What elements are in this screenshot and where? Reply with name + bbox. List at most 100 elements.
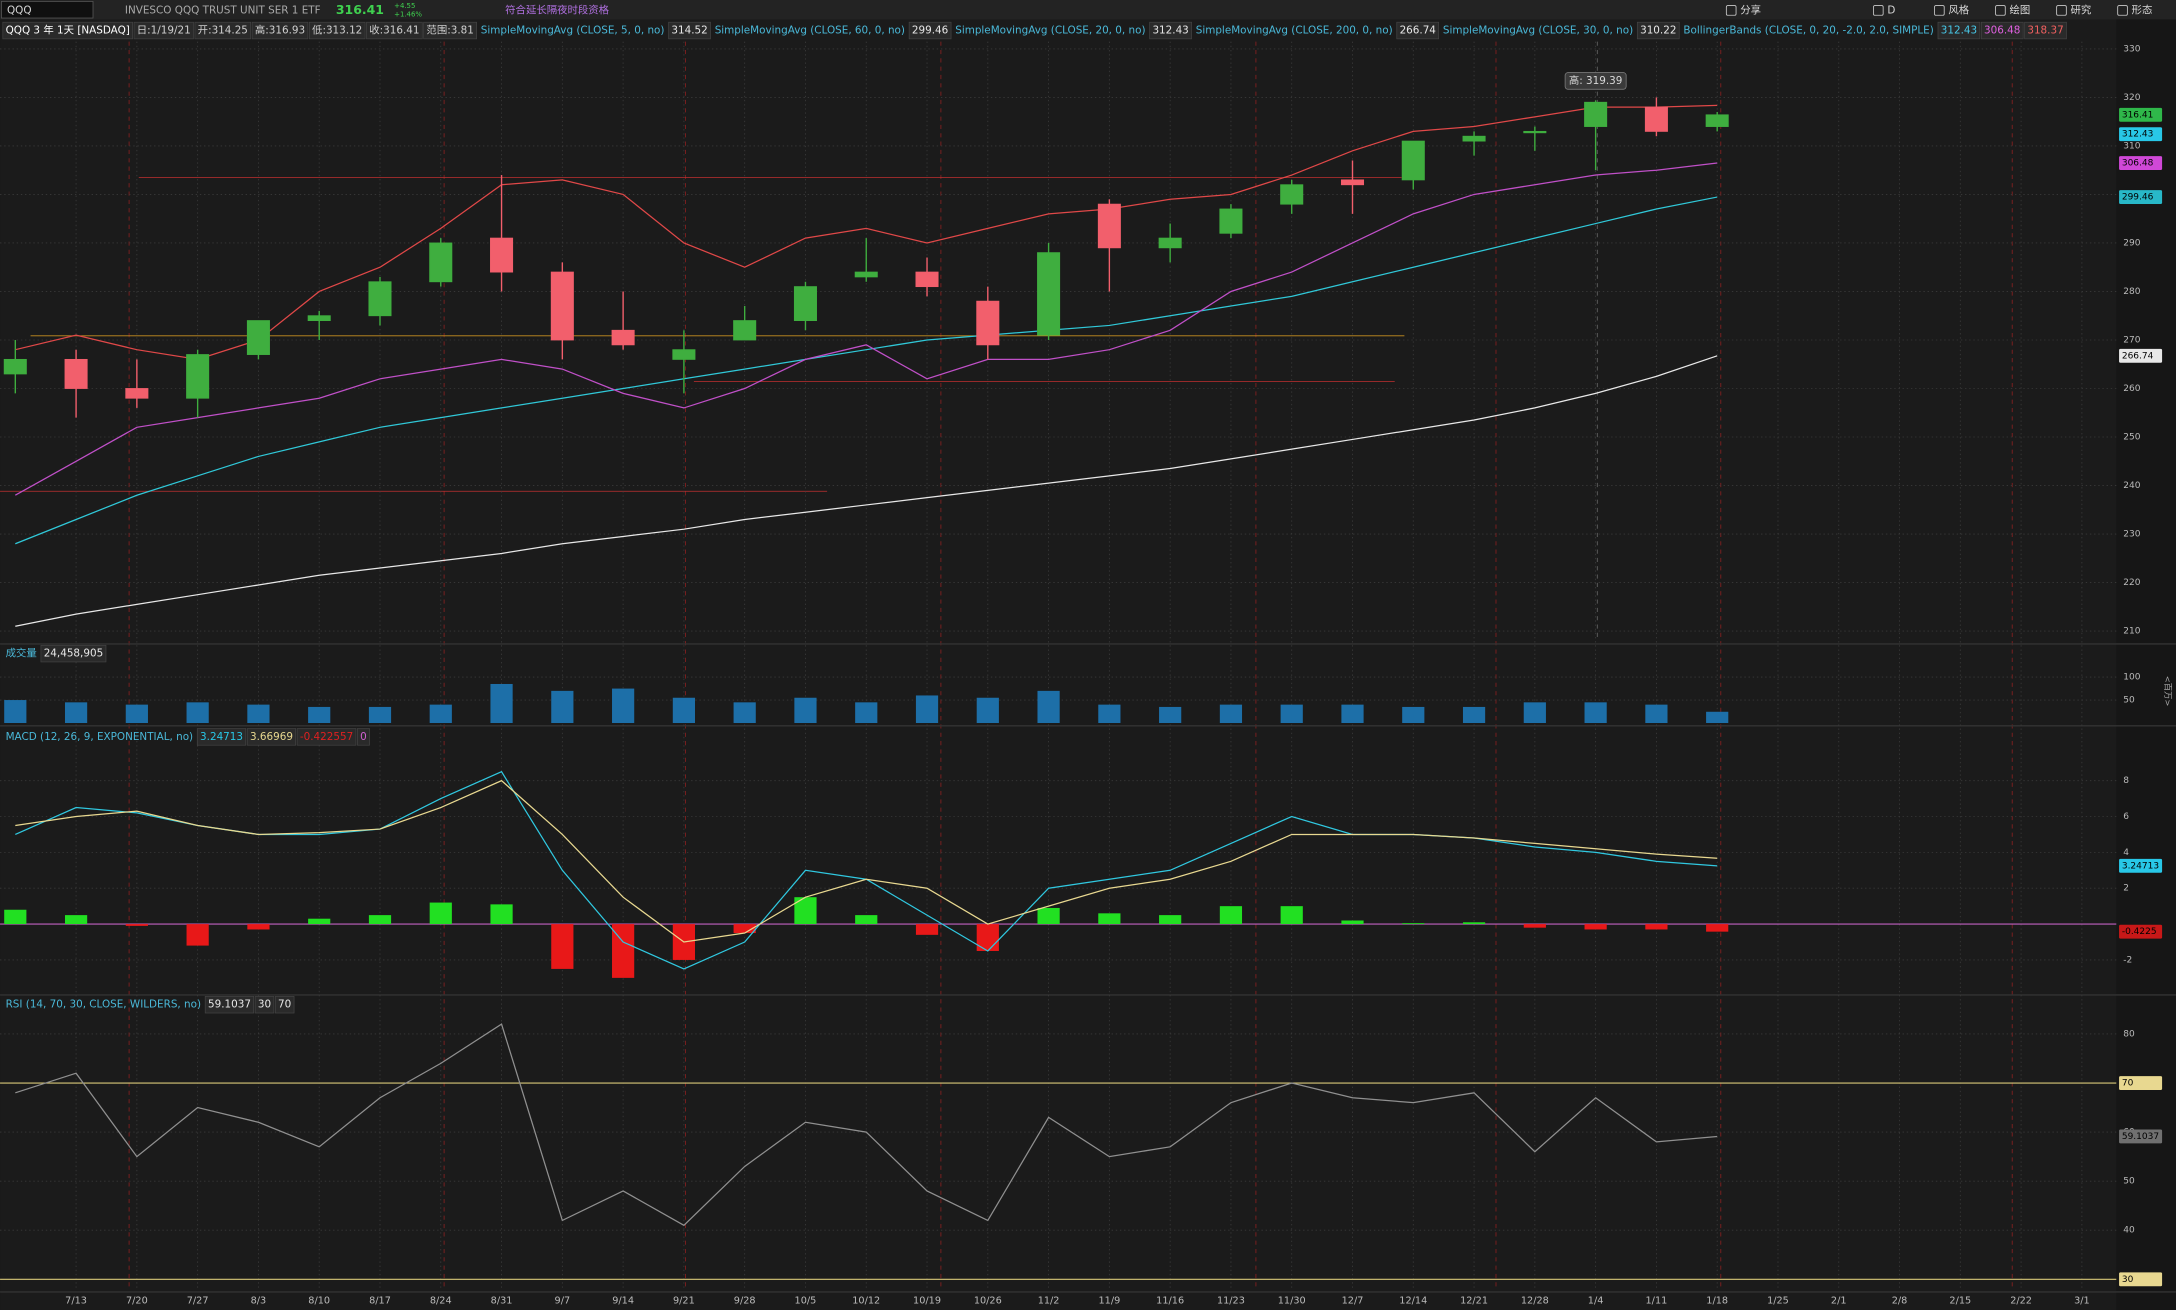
volume-bar [308, 706, 331, 723]
x-tick-label: 8/17 [369, 1295, 391, 1306]
price-tag-label: 306.48 [2122, 159, 2154, 169]
x-tick-label: 10/5 [795, 1295, 817, 1306]
value-box [908, 21, 952, 40]
x-tick-label: 2/22 [2010, 1295, 2032, 1306]
indicator-line [15, 1023, 1718, 1227]
button-icon [1725, 5, 1737, 16]
study-value: 59.1037 [208, 999, 251, 1011]
toolbar-button[interactable]: D [1887, 4, 1895, 16]
y-tick-label: 2 [2123, 884, 2129, 894]
value-box [196, 728, 247, 746]
y-tick-label: 40 [2123, 1226, 2135, 1236]
value-box [133, 21, 194, 40]
x-tick-label: 8/3 [251, 1295, 267, 1306]
study-value: 266.74 [1400, 25, 1437, 37]
histogram-bar [1341, 920, 1364, 925]
value-box [1937, 21, 1981, 40]
study-value: 范围:3.81 [426, 24, 473, 37]
volume-bar [1706, 711, 1729, 723]
candle-body [611, 329, 635, 346]
histogram-bar [1706, 924, 1729, 932]
price-tag [2119, 924, 2163, 939]
y-tick-label: 220 [2123, 578, 2140, 588]
candle-body [1644, 106, 1668, 132]
histogram-bar [794, 897, 817, 925]
candle-body [429, 242, 453, 283]
histogram-bar [308, 918, 331, 925]
y-tick-label: -2 [2123, 955, 2132, 965]
description: INVESCO QQQ TRUST UNIT SER 1 ETF [125, 4, 321, 16]
header-label: BollingerBands (CLOSE, 0, 20, -2.0, 2.0,… [1683, 25, 1933, 37]
toolbar-button[interactable]: 分享 [1740, 3, 1761, 16]
volume-bar [612, 688, 635, 723]
toolbar-button[interactable]: 研究 [2071, 3, 2092, 16]
indicator-line [15, 104, 1718, 361]
value-box [251, 21, 309, 40]
value-box [1396, 21, 1440, 40]
symbol: QQQ [7, 4, 32, 16]
x-tick-label: 2/8 [1892, 1295, 1908, 1306]
price-tag [2119, 127, 2163, 142]
price-tag [2119, 1272, 2163, 1287]
volume-bar [186, 702, 209, 723]
histogram-bar [1219, 906, 1243, 925]
value-box [274, 996, 295, 1014]
study-value: 3.66969 [250, 731, 293, 743]
candle-body [368, 281, 392, 317]
button-icon [1873, 5, 1884, 16]
histogram-bar [1584, 924, 1607, 930]
x-tick-label: 11/30 [1278, 1295, 1306, 1306]
x-tick-label: 10/12 [852, 1295, 880, 1306]
histogram-bar [1098, 913, 1121, 925]
x-tick-label: 1/11 [1646, 1295, 1668, 1306]
candle-body [976, 300, 1000, 346]
price-tag [2119, 107, 2163, 122]
price-tag-label: 266.74 [2122, 351, 2154, 361]
candle-body [1462, 135, 1486, 142]
price-tag-label: 312.43 [2122, 130, 2154, 140]
y-tick-label: 270 [2123, 335, 2140, 345]
x-tick-label: 10/26 [974, 1295, 1002, 1306]
header-label: SimpleMovingAvg (CLOSE, 30, 0, no) [1443, 25, 1633, 37]
symbol-box[interactable] [1, 0, 94, 19]
candle-body [186, 354, 210, 399]
toolbar-button[interactable]: 绘图 [2009, 3, 2030, 16]
x-tick-label: 7/13 [65, 1295, 87, 1306]
x-tick-label: 12/7 [1342, 1295, 1364, 1306]
study-value: 30 [258, 999, 271, 1011]
volume-bar [794, 697, 817, 723]
histogram-bar [64, 915, 88, 925]
study-value: QQQ 3 年 1天 [NASDAQ] [6, 24, 130, 37]
study-value: 70 [278, 999, 291, 1011]
volume-bar [855, 702, 878, 723]
price-tag [2119, 156, 2163, 170]
histogram-bar [186, 924, 209, 946]
button-icon [1995, 5, 2006, 16]
x-tick-label: 8/24 [430, 1295, 452, 1306]
header-label: SimpleMovingAvg (CLOSE, 200, 0, no) [1196, 25, 1393, 37]
candle-body [125, 388, 149, 399]
volume-bar [551, 690, 574, 723]
histogram-bar [733, 924, 756, 934]
histogram-bar [4, 909, 27, 925]
volume-bar [1219, 704, 1243, 723]
notice[interactable]: 符合延长隔夜时段资格 [505, 3, 610, 16]
study-value: 3.24713 [200, 731, 243, 743]
x-tick-label: 2/15 [1949, 1295, 1971, 1306]
toolbar-button[interactable]: 形态 [2132, 3, 2153, 16]
value-box [1636, 21, 1680, 40]
volume-bar [125, 704, 148, 723]
value-box [357, 728, 370, 746]
study-value: 24,458,905 [44, 648, 104, 660]
toolbar-button[interactable]: 风格 [1948, 3, 1969, 16]
candle-body [307, 315, 331, 322]
candle-body [1037, 252, 1061, 336]
indicator-line [15, 355, 1718, 627]
value-box [423, 21, 477, 40]
header-label: SimpleMovingAvg (CLOSE, 60, 0, no) [715, 25, 905, 37]
x-tick-label: 11/16 [1156, 1295, 1184, 1306]
y-tick-label: 280 [2123, 287, 2140, 297]
button-icon [2056, 5, 2067, 16]
